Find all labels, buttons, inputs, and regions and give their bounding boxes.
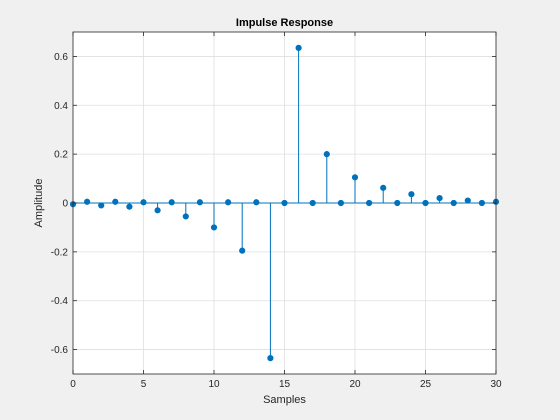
stem-marker — [323, 151, 330, 158]
stem-marker — [464, 197, 471, 204]
stem-marker — [380, 184, 387, 191]
x-tick-labels: 0 5 10 15 20 25 30 — [70, 379, 502, 390]
stem-marker — [408, 191, 415, 198]
stem-marker — [154, 207, 161, 214]
stem-marker — [168, 199, 175, 206]
stem-marker — [225, 199, 232, 206]
stem-series — [69, 44, 500, 362]
stem-marker — [478, 199, 485, 207]
stem-marker — [281, 199, 288, 207]
stem-marker — [182, 213, 189, 220]
x-tick-label: 30 — [490, 379, 502, 390]
chart-title: Impulse Response — [236, 17, 333, 29]
stem-marker — [267, 355, 274, 362]
stem-marker — [84, 198, 91, 205]
y-tick-label: 0.6 — [54, 52, 68, 63]
x-axis-label: Samples — [263, 394, 306, 406]
stem-marker — [253, 199, 260, 206]
stem-marker — [239, 247, 246, 254]
x-tick-label: 25 — [420, 379, 432, 390]
stem-marker — [309, 199, 316, 207]
stem-marker — [98, 202, 105, 209]
stem-marker — [366, 199, 373, 207]
stem-marker — [394, 199, 401, 207]
stem-marker — [112, 198, 119, 205]
x-tick-label: 0 — [70, 379, 76, 390]
stem-marker — [210, 224, 218, 231]
y-tick-labels: -0.6 -0.4 -0.2 0 0.2 0.4 0.6 — [51, 52, 69, 356]
x-tick-label: 5 — [141, 379, 147, 390]
y-tick-label: 0.4 — [54, 101, 68, 112]
y-tick-label: -0.4 — [51, 296, 69, 307]
y-tick-label: 0.2 — [54, 150, 68, 161]
y-tick-label: -0.2 — [51, 247, 69, 258]
y-tick-label: 0 — [62, 199, 68, 210]
x-tick-label: 20 — [349, 379, 361, 390]
y-tick-label: -0.6 — [51, 345, 69, 356]
stem-marker — [196, 199, 203, 206]
tick-marks — [72, 32, 497, 374]
x-tick-label: 10 — [208, 379, 220, 390]
stem-marker — [422, 199, 429, 207]
stem-marker — [337, 199, 344, 207]
y-axis-label: Amplitude — [33, 179, 45, 228]
stem-marker — [450, 199, 457, 207]
stem-marker — [351, 174, 359, 181]
stem-marker — [295, 44, 302, 51]
stem-marker — [436, 195, 443, 202]
stem-marker — [140, 199, 147, 206]
stem-marker — [126, 203, 133, 210]
x-tick-label: 15 — [279, 379, 291, 390]
